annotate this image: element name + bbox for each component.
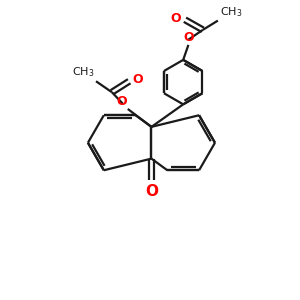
Text: O: O [184,31,194,44]
Text: CH$_3$: CH$_3$ [72,65,94,79]
Text: O: O [171,12,182,25]
Text: O: O [116,95,127,108]
Text: O: O [132,73,143,86]
Text: CH$_3$: CH$_3$ [220,5,242,19]
Text: O: O [145,184,158,199]
